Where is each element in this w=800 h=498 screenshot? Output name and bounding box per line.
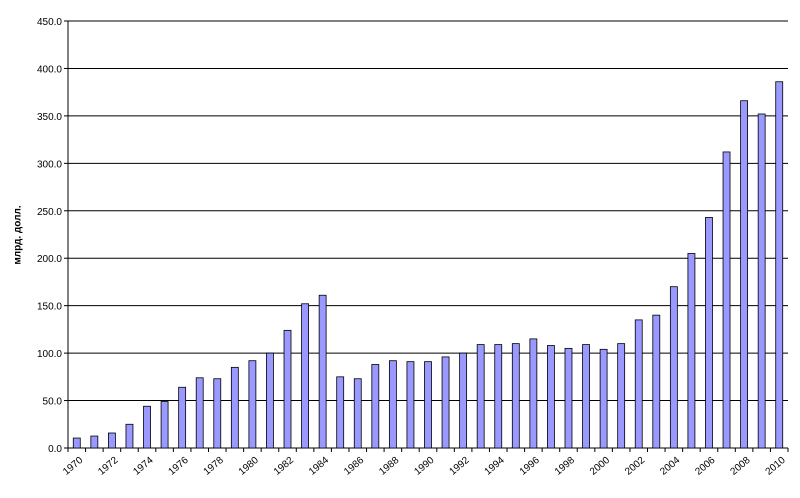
- bar: [441, 356, 450, 449]
- x-tick-label: 2004: [658, 455, 682, 478]
- x-tick-label: 2000: [588, 455, 612, 478]
- y-tick-label: 100.0: [37, 349, 62, 360]
- bar: [494, 344, 503, 449]
- bar: [318, 294, 327, 449]
- bar: [248, 360, 257, 449]
- bar: [406, 361, 415, 449]
- bar: [669, 286, 678, 449]
- x-tick-label: 1994: [483, 455, 507, 478]
- y-axis-label: млрд. долл.: [13, 205, 24, 264]
- bar: [336, 376, 345, 449]
- bar: [599, 348, 608, 449]
- bar: [564, 347, 573, 449]
- x-tick-label: 1970: [61, 455, 85, 478]
- y-tick-label: 50.0: [43, 397, 63, 408]
- bar: [459, 352, 468, 449]
- bar: [529, 338, 538, 449]
- y-tick-label: 450.0: [37, 17, 62, 28]
- bar: [617, 343, 626, 449]
- x-tick-label: 1976: [167, 455, 191, 478]
- x-tick-label: 2010: [764, 455, 788, 478]
- bar: [108, 432, 116, 449]
- bar: [301, 303, 309, 449]
- x-tick-label: 2002: [623, 455, 647, 478]
- x-tick-label: 1998: [553, 455, 577, 478]
- bar: [143, 405, 151, 449]
- x-tick-label: 1988: [377, 455, 401, 478]
- bar: [652, 314, 661, 449]
- y-tick-label: 400.0: [37, 64, 62, 75]
- y-tick-label: 150.0: [37, 302, 62, 313]
- bar: [705, 217, 713, 449]
- bar: [757, 113, 766, 449]
- x-tick-label: 1974: [131, 455, 155, 478]
- bar: [72, 437, 81, 449]
- x-tick-label: 1978: [202, 455, 226, 478]
- bar: [230, 366, 239, 449]
- bar: [213, 378, 222, 449]
- x-tick-label: 1990: [412, 455, 436, 478]
- bar: [582, 344, 590, 449]
- x-tick-label: 1984: [307, 455, 331, 478]
- bar: [160, 401, 169, 449]
- bar: [353, 378, 362, 449]
- x-tick-label: 1992: [448, 455, 472, 478]
- x-tick-label: 1980: [237, 455, 261, 478]
- bar: [634, 319, 643, 449]
- y-tick-label: 200.0: [37, 254, 62, 265]
- y-tick-label: 250.0: [37, 207, 62, 218]
- x-tick-label: 1972: [96, 455, 120, 478]
- y-tick-label: 300.0: [37, 159, 62, 170]
- bar: [722, 151, 731, 449]
- x-tick-label: 2006: [693, 455, 717, 478]
- bar: [547, 345, 555, 449]
- bar: [283, 329, 292, 449]
- bar: [90, 435, 99, 449]
- bar: [195, 377, 204, 449]
- x-tick-label: 1986: [342, 455, 366, 478]
- bar: [687, 253, 696, 449]
- bar: [266, 352, 274, 449]
- bar: [775, 81, 784, 449]
- y-tick-label: 350.0: [37, 112, 62, 123]
- bar: [740, 100, 748, 449]
- bar: [388, 360, 397, 449]
- x-tick-label: 1996: [518, 455, 542, 478]
- x-tick-label: 1982: [272, 455, 296, 478]
- bar: [178, 386, 187, 449]
- bar: [125, 423, 134, 449]
- bar: [511, 343, 520, 449]
- y-tick-label: 0.0: [48, 444, 62, 455]
- bar: [371, 364, 380, 449]
- x-tick-label: 2008: [728, 455, 752, 478]
- bar: [476, 344, 485, 449]
- bar: [424, 361, 432, 449]
